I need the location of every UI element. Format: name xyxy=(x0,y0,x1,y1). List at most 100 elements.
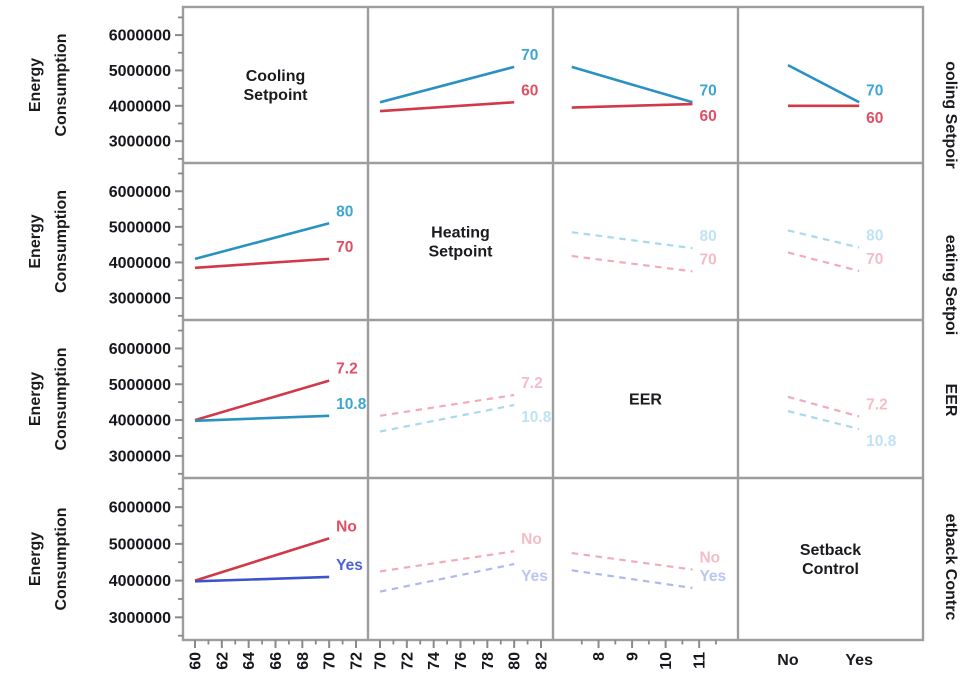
series-label-80-r1c2: 80 xyxy=(699,228,716,245)
series-label-60-r0c1: 60 xyxy=(521,82,538,99)
y-tick-label: 5000000 xyxy=(109,377,171,394)
series-label-80-r1c3: 80 xyxy=(866,227,883,244)
y-tick-label: 6000000 xyxy=(109,341,171,358)
series-line-Yes-r3c0 xyxy=(194,575,330,583)
y-tick-label: 3000000 xyxy=(109,610,171,627)
right-row-label: eating Setpoi xyxy=(942,235,959,335)
y-tick-label: 3000000 xyxy=(109,448,171,465)
series-label-80-r1c0: 80 xyxy=(336,203,353,220)
x-tick-label: 76 xyxy=(453,652,470,670)
series-label-70-r1c0: 70 xyxy=(336,239,353,256)
x-tick-label: 64 xyxy=(241,652,258,670)
series-label-Yes-r3c2: Yes xyxy=(699,568,726,585)
series-label-10.8-r2c0: 10.8 xyxy=(336,396,367,413)
y-tick-label: 4000000 xyxy=(109,413,171,430)
series-label-Yes-r3c1: Yes xyxy=(521,568,548,585)
series-label-10.8-r2c1: 10.8 xyxy=(521,409,552,426)
series-line-No-r3c1 xyxy=(379,550,515,573)
series-label-10.8-r2c3: 10.8 xyxy=(866,433,897,450)
y-tick-label: 4000000 xyxy=(109,255,171,272)
series-line-60-r0c2 xyxy=(571,102,693,109)
series-line-70-r0c3 xyxy=(787,63,860,104)
series-label-7.2-r2c1: 7.2 xyxy=(521,375,543,392)
x-tick-label: 10 xyxy=(658,652,675,670)
series-label-No-r3c1: No xyxy=(521,531,542,548)
x-tick-label: 74 xyxy=(426,652,443,670)
y-axis-title-line1: Energy xyxy=(27,532,44,586)
y-tick-label: 6000000 xyxy=(109,500,171,517)
series-line-70-r0c2 xyxy=(571,65,693,104)
series-line-10.8-r2c0 xyxy=(194,414,330,423)
series-label-70-r0c2: 70 xyxy=(699,82,716,99)
y-axis-title-line1: Energy xyxy=(27,214,44,268)
y-tick-label: 5000000 xyxy=(109,536,171,553)
series-line-Yes-r3c2 xyxy=(571,569,693,590)
y-axis-title-line2: Consumption xyxy=(53,507,70,610)
series-line-70-r0c1 xyxy=(379,65,515,104)
y-axis-title-line1: Energy xyxy=(27,58,44,112)
series-line-7.2-r2c0 xyxy=(194,379,330,422)
x-tick-label: 66 xyxy=(268,652,285,670)
y-tick-label: 5000000 xyxy=(109,63,171,80)
diagonal-factor-label: Heating xyxy=(431,225,490,242)
series-label-70-r0c1: 70 xyxy=(521,47,538,64)
series-label-No-r3c0: No xyxy=(336,518,357,535)
series-line-80-r1c0 xyxy=(194,222,330,261)
series-label-7.2-r2c3: 7.2 xyxy=(866,396,888,413)
series-label-7.2-r2c0: 7.2 xyxy=(336,361,358,378)
y-axis-title-line2: Consumption xyxy=(53,33,70,136)
series-line-60-r0c1 xyxy=(379,100,515,113)
series-line-Yes-r3c1 xyxy=(379,562,515,593)
series-label-70-r1c2: 70 xyxy=(699,251,716,268)
series-label-No-r3c2: No xyxy=(699,550,720,567)
diagonal-factor-label: Setback xyxy=(800,542,861,559)
series-label-60-r0c3: 60 xyxy=(866,110,883,127)
series-line-80-r1c3 xyxy=(787,229,860,249)
y-axis-title-line2: Consumption xyxy=(53,347,70,450)
y-tick-label: 3000000 xyxy=(109,291,171,308)
x-category-label: No xyxy=(777,652,799,669)
series-line-7.2-r2c3 xyxy=(787,395,860,418)
series-label-Yes-r3c0: Yes xyxy=(336,557,363,574)
x-tick-label: 8 xyxy=(591,652,608,661)
y-tick-label: 4000000 xyxy=(109,98,171,115)
y-tick-label: 4000000 xyxy=(109,573,171,590)
x-tick-label: 11 xyxy=(692,652,709,669)
x-category-label: Yes xyxy=(845,652,873,669)
y-tick-label: 5000000 xyxy=(109,219,171,236)
x-tick-label: 9 xyxy=(625,652,642,661)
y-tick-label: 6000000 xyxy=(109,28,171,45)
x-tick-label: 72 xyxy=(349,652,366,670)
series-label-70-r1c3: 70 xyxy=(866,251,883,268)
right-row-label: etback Contrc xyxy=(942,514,959,621)
series-line-70-r1c0 xyxy=(194,257,330,270)
y-tick-label: 3000000 xyxy=(109,134,171,151)
series-line-10.8-r2c1 xyxy=(379,403,515,433)
series-line-7.2-r2c1 xyxy=(379,393,515,417)
x-tick-label: 62 xyxy=(214,652,231,670)
x-tick-label: 60 xyxy=(188,652,205,670)
y-tick-label: 6000000 xyxy=(109,184,171,201)
series-line-70-r1c2 xyxy=(571,254,693,273)
series-label-60-r0c2: 60 xyxy=(699,108,716,125)
right-row-label: ooling Setpoir xyxy=(942,61,959,169)
x-tick-label: 82 xyxy=(534,652,551,670)
series-line-10.8-r2c3 xyxy=(787,410,860,431)
series-line-No-r3c0 xyxy=(194,537,330,582)
x-tick-label: 78 xyxy=(480,652,497,670)
diagonal-factor-label: Setpoint xyxy=(244,87,309,104)
y-axis-title-line2: Consumption xyxy=(53,190,70,293)
diagonal-factor-label: Control xyxy=(802,561,859,578)
x-tick-label: 68 xyxy=(295,652,312,670)
series-line-No-r3c2 xyxy=(571,551,693,571)
x-tick-label: 80 xyxy=(507,652,524,670)
diagonal-factor-label: Cooling xyxy=(246,68,306,85)
diagonal-factor-label: EER xyxy=(629,392,662,409)
series-line-80-r1c2 xyxy=(571,231,693,250)
x-tick-label: 72 xyxy=(399,652,416,670)
diagonal-factor-label: Setpoint xyxy=(429,244,494,261)
series-line-70-r1c3 xyxy=(787,251,860,273)
right-row-label: EER xyxy=(942,384,959,417)
